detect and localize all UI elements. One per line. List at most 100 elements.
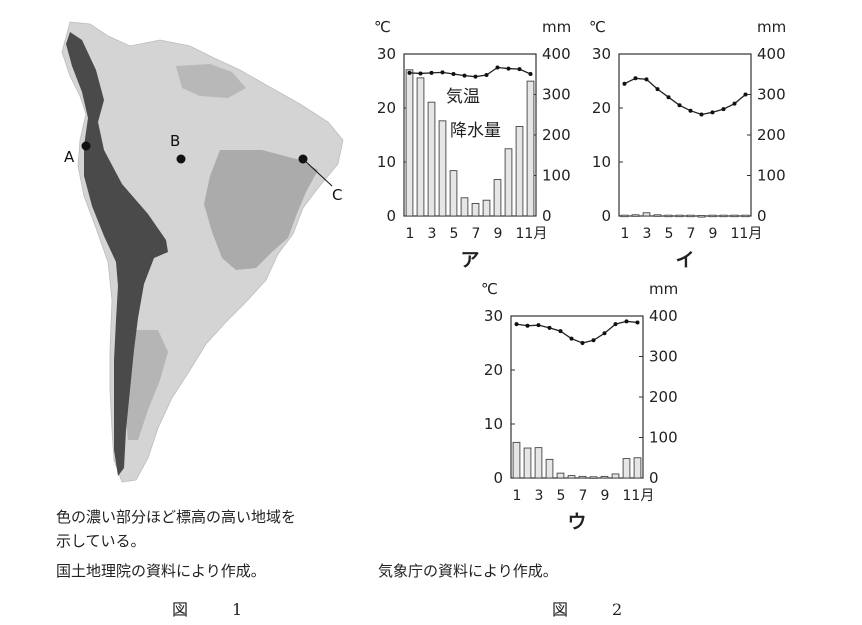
chart-2-temp-point [699, 112, 704, 117]
chart-1-temp-point [462, 73, 467, 78]
map-brazil-highland [204, 150, 318, 270]
chart-3-x-tick-label: 7 [579, 488, 588, 504]
chart-2-precip-bar [708, 214, 717, 218]
figure1-caption-line2: 示している。 [56, 532, 146, 550]
chart-1-right-tick-label: 300 [542, 86, 571, 104]
chart-2-right-tick-label: 200 [757, 126, 786, 144]
chart-1-left-tick-label: 20 [377, 99, 396, 117]
chart-3-right-tick-label: 400 [649, 307, 678, 325]
chart-2-precip-bar [686, 214, 695, 218]
chart-1-temp-point [528, 71, 533, 76]
chart-1-precip-bar [438, 120, 447, 217]
chart-1-precip-bar [449, 170, 458, 217]
chart-3-right-tick-label: 300 [649, 348, 678, 366]
chart-2-temp-point [688, 108, 693, 113]
chart-2-precip-bar [675, 214, 684, 218]
chart-1-temp-point [495, 65, 500, 70]
chart-3-temp-line [516, 320, 638, 344]
chart-3-left-unit: ℃ [481, 280, 498, 298]
chart-2-precip-bar [653, 214, 662, 217]
chart-1-temp-point [429, 70, 434, 75]
figure1-source: 国土地理院の資料により作成。 [56, 562, 266, 580]
figure2-label: 図 2 [552, 600, 637, 619]
chart-1-precip-bar [405, 69, 414, 217]
chart-1-right-tick-label: 100 [542, 167, 571, 185]
chart-2-temp-point [655, 87, 660, 92]
chart-2-left-tick-label: 10 [592, 153, 611, 171]
chart-1-temp-point [407, 70, 412, 75]
chart-2-x-tick-label: 1 [621, 226, 630, 242]
chart-2-x-tick-label: 5 [665, 226, 674, 242]
chart-3-temp-point [547, 325, 552, 330]
chart-3-temp-point [514, 322, 519, 327]
chart-3-precip-bar [622, 458, 631, 479]
map-andes-region [66, 32, 168, 476]
chart-2-x-tick-label: 3 [643, 226, 652, 242]
chart-3-x-tick-label: 1 [513, 488, 522, 504]
chart-3-temp-point [558, 329, 563, 334]
chart-2-x-tick-label: 9 [709, 226, 718, 242]
chart-1-temp-point [418, 71, 423, 76]
chart-3-precip-bar [633, 457, 642, 479]
figure1-caption-line1: 色の濃い部分ほど標高の高い地域を [56, 508, 297, 526]
chart-1-right-tick-label: 400 [542, 45, 571, 63]
chart-2-title: イ [675, 249, 694, 271]
chart-3-precip-bar [578, 475, 587, 479]
chart-3-precip-bar [600, 475, 609, 479]
chart-1-precip-bar [493, 179, 502, 217]
chart-1-left-tick-label: 10 [377, 153, 396, 171]
chart-1-temp-point [440, 70, 445, 75]
chart-2-left-tick-label: 0 [601, 207, 611, 225]
chart-2-right-tick-label: 100 [757, 167, 786, 185]
chart-2-precip-bar [631, 214, 640, 217]
chart-1-right-tick-label: 200 [542, 126, 571, 144]
chart-2-temp-point [743, 92, 748, 97]
chart-1-right-tick-label: 0 [542, 207, 552, 225]
chart-3-temp-point [591, 338, 596, 343]
chart-1-precip-bar [427, 101, 436, 217]
map-patagonia-plateau [124, 330, 168, 440]
chart-1-title: ア [460, 249, 479, 271]
chart-1-x-tick-label: 5 [450, 226, 459, 242]
chart-3-title: ウ [567, 511, 586, 533]
chart-1-precip-bar [482, 199, 491, 217]
chart-3-left-tick-label: 0 [493, 469, 503, 487]
chart-1-precip-bar [460, 197, 469, 217]
chart-2-temp-line [624, 77, 746, 116]
figure1-label: 図 1 [172, 600, 257, 619]
chart-1-annotation: 降水量 [450, 121, 501, 141]
chart-3-x-tick-label: 11月 [623, 488, 655, 504]
chart-2-right-tick-label: 300 [757, 86, 786, 104]
chart-2-right-tick-label: 0 [757, 207, 767, 225]
chart-3-right-tick-label: 0 [649, 469, 659, 487]
chart-2-precip-bar [730, 214, 739, 218]
chart-2-precip-bar [697, 215, 706, 218]
map-point-c-leader [302, 158, 333, 187]
map-point-a-label: A [64, 148, 75, 166]
chart-1-x-tick-label: 3 [428, 226, 437, 242]
chart-3-temp-point [580, 341, 585, 345]
chart-3-precip-bar [611, 473, 620, 479]
chart-2-temp-point [732, 101, 737, 106]
chart-3-right-tick-label: 200 [649, 388, 678, 406]
chart-3-temp-point [602, 331, 607, 336]
chart-1-x-tick-label: 9 [494, 226, 503, 242]
map-point-c: C [298, 154, 342, 204]
chart-1-x-tick-label: 11月 [516, 226, 548, 242]
chart-1-precip-bar [471, 202, 480, 217]
chart-1-precip-bar [504, 148, 513, 217]
chart-3-temp-point [525, 323, 530, 328]
chart-1-temp-point [451, 71, 456, 76]
chart-3-precip-bar [512, 441, 521, 479]
chart-2-temp-point [677, 103, 682, 108]
chart-2-temp-point [710, 110, 715, 115]
chart-1-precip-bar [416, 77, 425, 217]
chart-2-left-unit: ℃ [589, 18, 606, 36]
chart-3-x-tick-label: 5 [557, 488, 566, 504]
chart-2-precip-bar [664, 214, 673, 218]
chart-3-precip-bar [567, 475, 576, 479]
chart-2-precip-bar [741, 214, 750, 218]
chart-3-left-tick-label: 10 [484, 415, 503, 433]
chart-3-temp-point [569, 336, 574, 341]
